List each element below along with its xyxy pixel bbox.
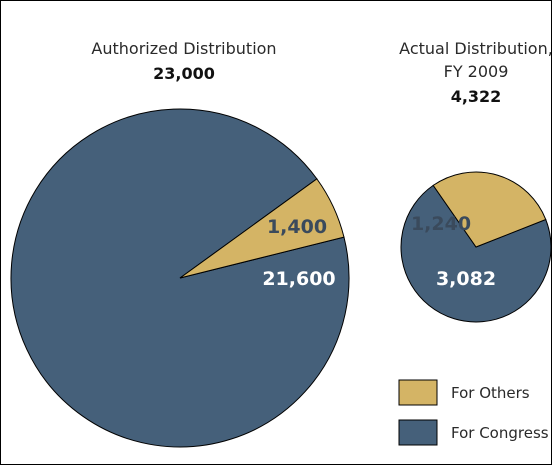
legend-swatch-for-congress: [398, 419, 438, 446]
right-pie-title-line-2: FY 2009: [444, 62, 509, 81]
legend-label-for-congress: For Congress: [451, 424, 549, 442]
legend-swatch-for-others: [398, 379, 438, 406]
left-pie: [10, 108, 350, 448]
legend: For Others For Congress: [398, 379, 549, 446]
right-pie-total: 4,322: [451, 87, 502, 106]
left-pie-total: 23,000: [153, 64, 215, 83]
right-pie-title-line-1: Actual Distribution,: [399, 39, 552, 58]
right-pie-slice-for-others: [432, 171, 547, 248]
right-pie: [400, 171, 551, 323]
legend-label-for-others: For Others: [451, 384, 530, 402]
right-pie-label-others: 1,240: [411, 213, 471, 235]
left-pie-label-others: 1,400: [267, 216, 327, 238]
left-pie-slice-for-others: [179, 178, 345, 279]
right-pie-slice-for-congress: [400, 184, 551, 323]
left-pie-label-congress: 21,600: [262, 268, 335, 290]
right-pie-label-congress: 3,082: [436, 268, 496, 290]
left-pie-title: Authorized Distribution: [91, 39, 276, 58]
